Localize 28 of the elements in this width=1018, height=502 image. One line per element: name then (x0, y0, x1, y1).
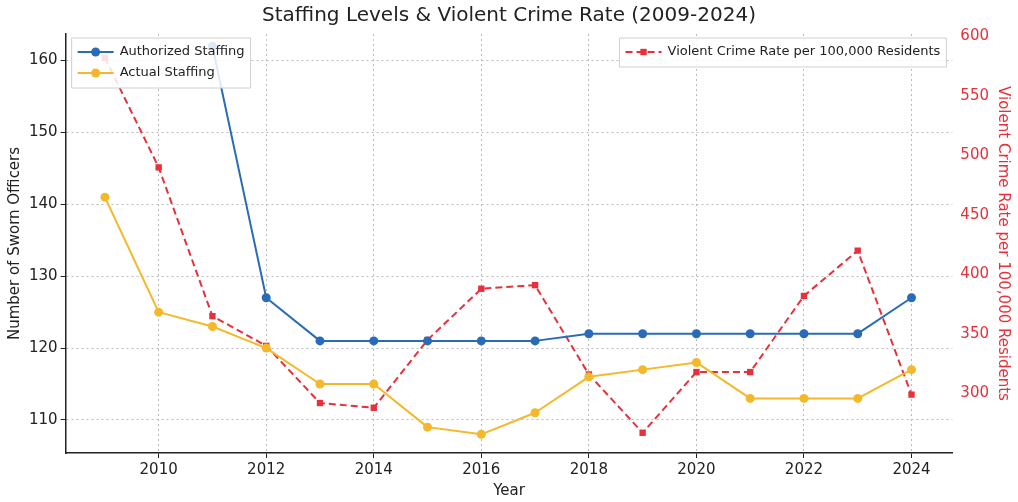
y2-tick-label: 400 (960, 264, 990, 283)
legend-label: Authorized Staffing (119, 43, 245, 59)
y-tick-label: 150 (28, 122, 58, 141)
x-tick-label: 2010 (139, 459, 178, 478)
x-tick-label: 2014 (354, 459, 393, 478)
y2-tick-label: 550 (960, 85, 990, 104)
y-axis-title: Number of Sworn Officers (4, 146, 23, 341)
y2-tick-label: 450 (960, 204, 990, 223)
y2-tick-label: 350 (960, 323, 990, 342)
y2-tick-label: 300 (960, 383, 990, 402)
x-tick-label: 2022 (784, 459, 824, 478)
legend-label: Violent Crime Rate per 100,000 Residents (667, 43, 941, 59)
y2-tick-label: 600 (960, 26, 990, 45)
x-tick-label: 2024 (892, 459, 931, 478)
x-tick-label: 2018 (569, 459, 608, 478)
chart-title: Staffing Levels & Violent Crime Rate (2009-2024) (262, 2, 756, 27)
legend-label: Actual Staffing (119, 64, 215, 80)
y-tick-label: 120 (28, 337, 58, 356)
y-tick-label: 130 (28, 266, 58, 285)
x-tick-label: 2016 (462, 459, 501, 478)
x-axis-title: Year (492, 480, 526, 499)
y2-axis-title: Violent Crime Rate per 100,000 Residents (995, 86, 1014, 402)
y-tick-label: 140 (28, 194, 58, 213)
y-tick-label: 160 (28, 50, 58, 69)
x-tick-label: 2012 (247, 459, 286, 478)
y2-tick-label: 500 (960, 145, 990, 164)
x-tick-label: 2020 (677, 459, 716, 478)
y-tick-label: 110 (28, 409, 58, 428)
